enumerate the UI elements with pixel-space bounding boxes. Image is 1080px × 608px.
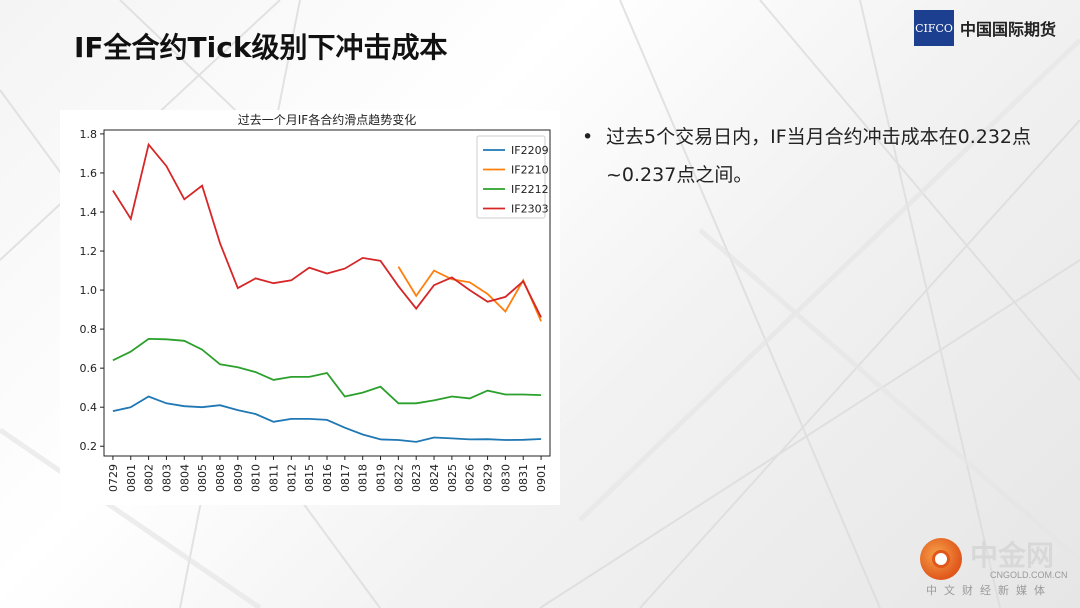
legend-label-if2303: IF2303 xyxy=(511,203,549,216)
series-line-if2210 xyxy=(397,266,542,322)
bullet-text: 过去5个交易日内，IF当月合约冲击成本在0.232点~0.237点之间。 xyxy=(606,126,1032,186)
logo-name: 中国国际期货 xyxy=(960,20,1057,39)
x-tick-label: 0804 xyxy=(178,464,191,492)
x-tick-label: 0815 xyxy=(303,464,316,492)
watermark: 中金网 CNGOLD.COM.CN 中文财经新媒体 xyxy=(920,534,1070,598)
x-tick-label: 0829 xyxy=(482,464,495,492)
y-tick-label: 1.8 xyxy=(80,128,98,141)
series-line-if2212 xyxy=(112,337,542,405)
y-tick-label: 0.4 xyxy=(80,401,98,414)
x-tick-label: 0819 xyxy=(375,464,388,492)
watermark-name: 中金网 xyxy=(970,539,1055,572)
y-tick-label: 1.4 xyxy=(80,206,98,219)
legend-box xyxy=(476,135,546,219)
x-tick-label: 0823 xyxy=(410,464,423,492)
x-tick-label: 0812 xyxy=(285,464,298,492)
x-tick-label: 0810 xyxy=(250,464,263,492)
chart-title: 过去一个月IF各合约滑点趋势变化 xyxy=(238,112,416,127)
x-tick-label: 0817 xyxy=(339,464,352,492)
x-tick-label: 0818 xyxy=(357,464,370,492)
x-tick-label: 0811 xyxy=(267,464,280,492)
watermark-url: CNGOLD.COM.CN xyxy=(990,570,1068,580)
slide-title: IF全合约Tick级别下冲击成本 xyxy=(74,31,448,64)
y-tick-label: 0.8 xyxy=(80,323,98,336)
x-tick-label: 0824 xyxy=(428,464,441,492)
x-tick-label: 0831 xyxy=(517,464,530,492)
x-tick-label: 0901 xyxy=(535,464,548,492)
watermark-subtitle: 中文财经新媒体 xyxy=(926,584,1052,597)
bullet-point: • 过去5个交易日内，IF当月合约冲击成本在0.232点~0.237点之间。 xyxy=(582,118,1042,194)
y-tick-label: 1.2 xyxy=(80,245,98,258)
bullet-marker: • xyxy=(582,126,594,148)
series-line-if2209 xyxy=(112,395,542,443)
x-tick-label: 0822 xyxy=(392,464,405,492)
x-tick-label: 0808 xyxy=(214,464,227,492)
x-tick-label: 0830 xyxy=(499,464,512,492)
x-tick-label: 0826 xyxy=(464,464,477,492)
legend-label-if2209: IF2209 xyxy=(511,144,549,157)
x-tick-label: 0803 xyxy=(160,464,173,492)
y-tick-label: 0.6 xyxy=(80,362,98,375)
watermark-logo-icon xyxy=(920,538,962,580)
x-tick-label: 0801 xyxy=(125,464,138,492)
legend-label-if2212: IF2212 xyxy=(511,183,549,196)
slippage-line-chart: 过去一个月IF各合约滑点趋势变化 0.2 0.4 0.6 0.8 1.0 1.2 1.4 1.6… xyxy=(80,112,551,492)
x-tick-label: 0729 xyxy=(107,464,120,492)
x-tick-label: 0805 xyxy=(196,464,209,492)
y-tick-label: 1.0 xyxy=(80,284,98,297)
x-tick-label: 0802 xyxy=(143,464,156,492)
legend-label-if2210: IF2210 xyxy=(511,164,549,177)
chart-panel: 过去一个月IF各合约滑点趋势变化 0.2 0.4 0.6 0.8 1.0 1.2 1.4 1.6… xyxy=(60,110,560,505)
logo-mark: CIFCO xyxy=(914,10,954,46)
company-logo: CIFCO 中国国际期货 xyxy=(914,10,1056,46)
x-tick-label: 0825 xyxy=(446,464,459,492)
y-tick-label: 0.2 xyxy=(80,440,98,453)
x-tick-label: 0816 xyxy=(321,464,334,492)
x-tick-label: 0809 xyxy=(232,464,245,492)
y-tick-label: 1.6 xyxy=(80,167,98,180)
series-line-if2303 xyxy=(112,142,542,318)
